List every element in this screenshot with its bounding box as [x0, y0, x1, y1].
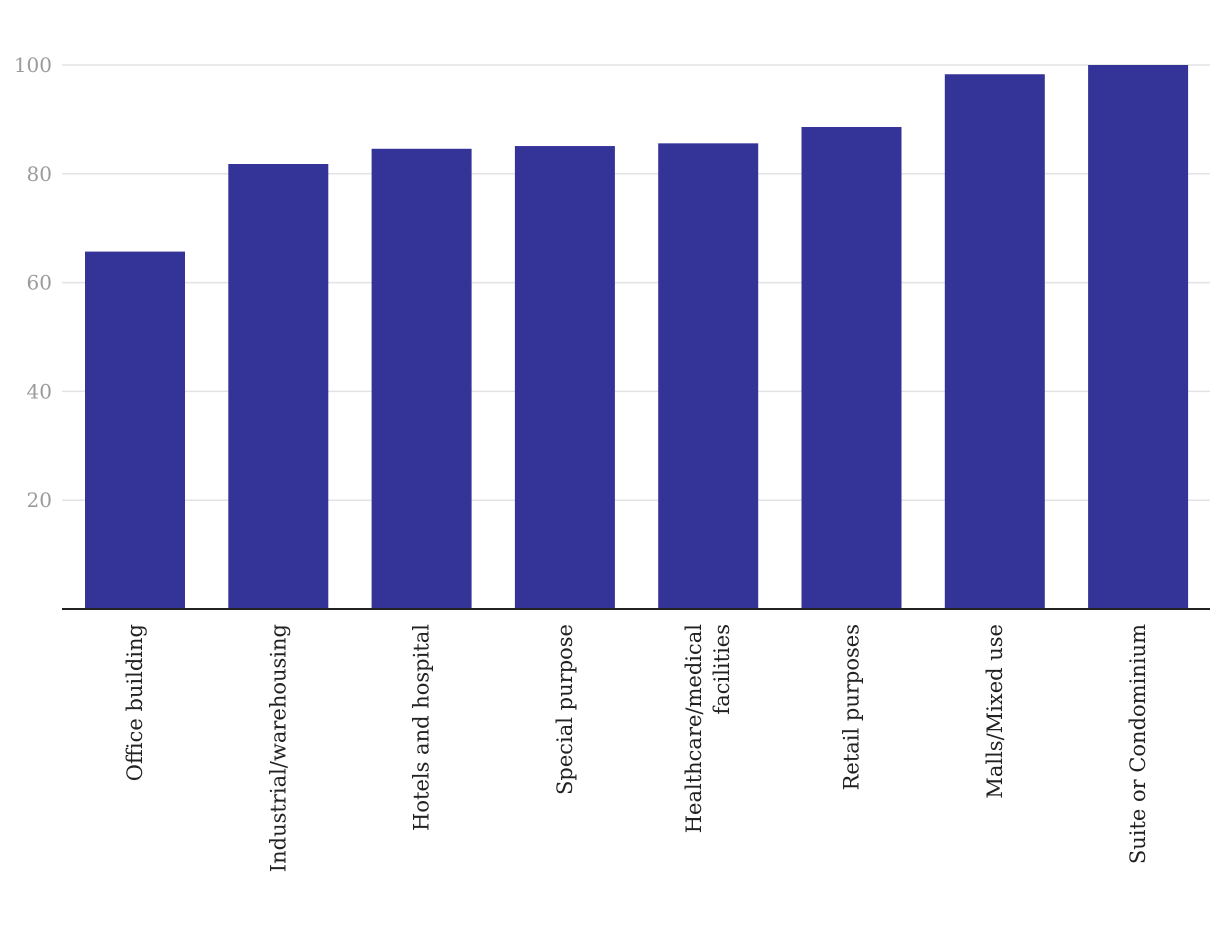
y-tick-label: 40 — [27, 379, 52, 403]
bar — [1088, 65, 1189, 609]
x-tick-label: facilities — [710, 624, 734, 715]
bar — [514, 146, 615, 609]
y-tick-label: 80 — [27, 162, 52, 186]
bar — [801, 127, 902, 610]
x-tick-label: Office building — [123, 624, 147, 781]
x-tick-label: Special purpose — [553, 624, 577, 795]
bar — [658, 143, 759, 609]
bar — [944, 74, 1045, 610]
x-tick-label: Suite or Condominium — [1126, 624, 1150, 864]
x-axis-ticks: Office building Industrial/warehousing Hot… — [123, 624, 1150, 872]
y-tick-label: 20 — [27, 488, 52, 512]
bar — [228, 164, 329, 609]
x-tick-label: Hotels and hospital — [410, 624, 434, 831]
x-tick-label: Retail purposes — [840, 624, 864, 790]
y-tick-label: 60 — [27, 271, 52, 295]
y-tick-label: 100 — [14, 53, 52, 77]
bars — [85, 65, 1189, 610]
x-tick-label: Industrial/warehousing — [266, 624, 290, 872]
x-tick-label: Healthcare/medical — [682, 624, 706, 834]
x-tick-label: Malls/Mixed use — [983, 624, 1007, 799]
bar — [371, 148, 472, 609]
y-axis-ticks: 20 40 60 80 100 — [14, 53, 52, 512]
bar — [85, 251, 185, 610]
